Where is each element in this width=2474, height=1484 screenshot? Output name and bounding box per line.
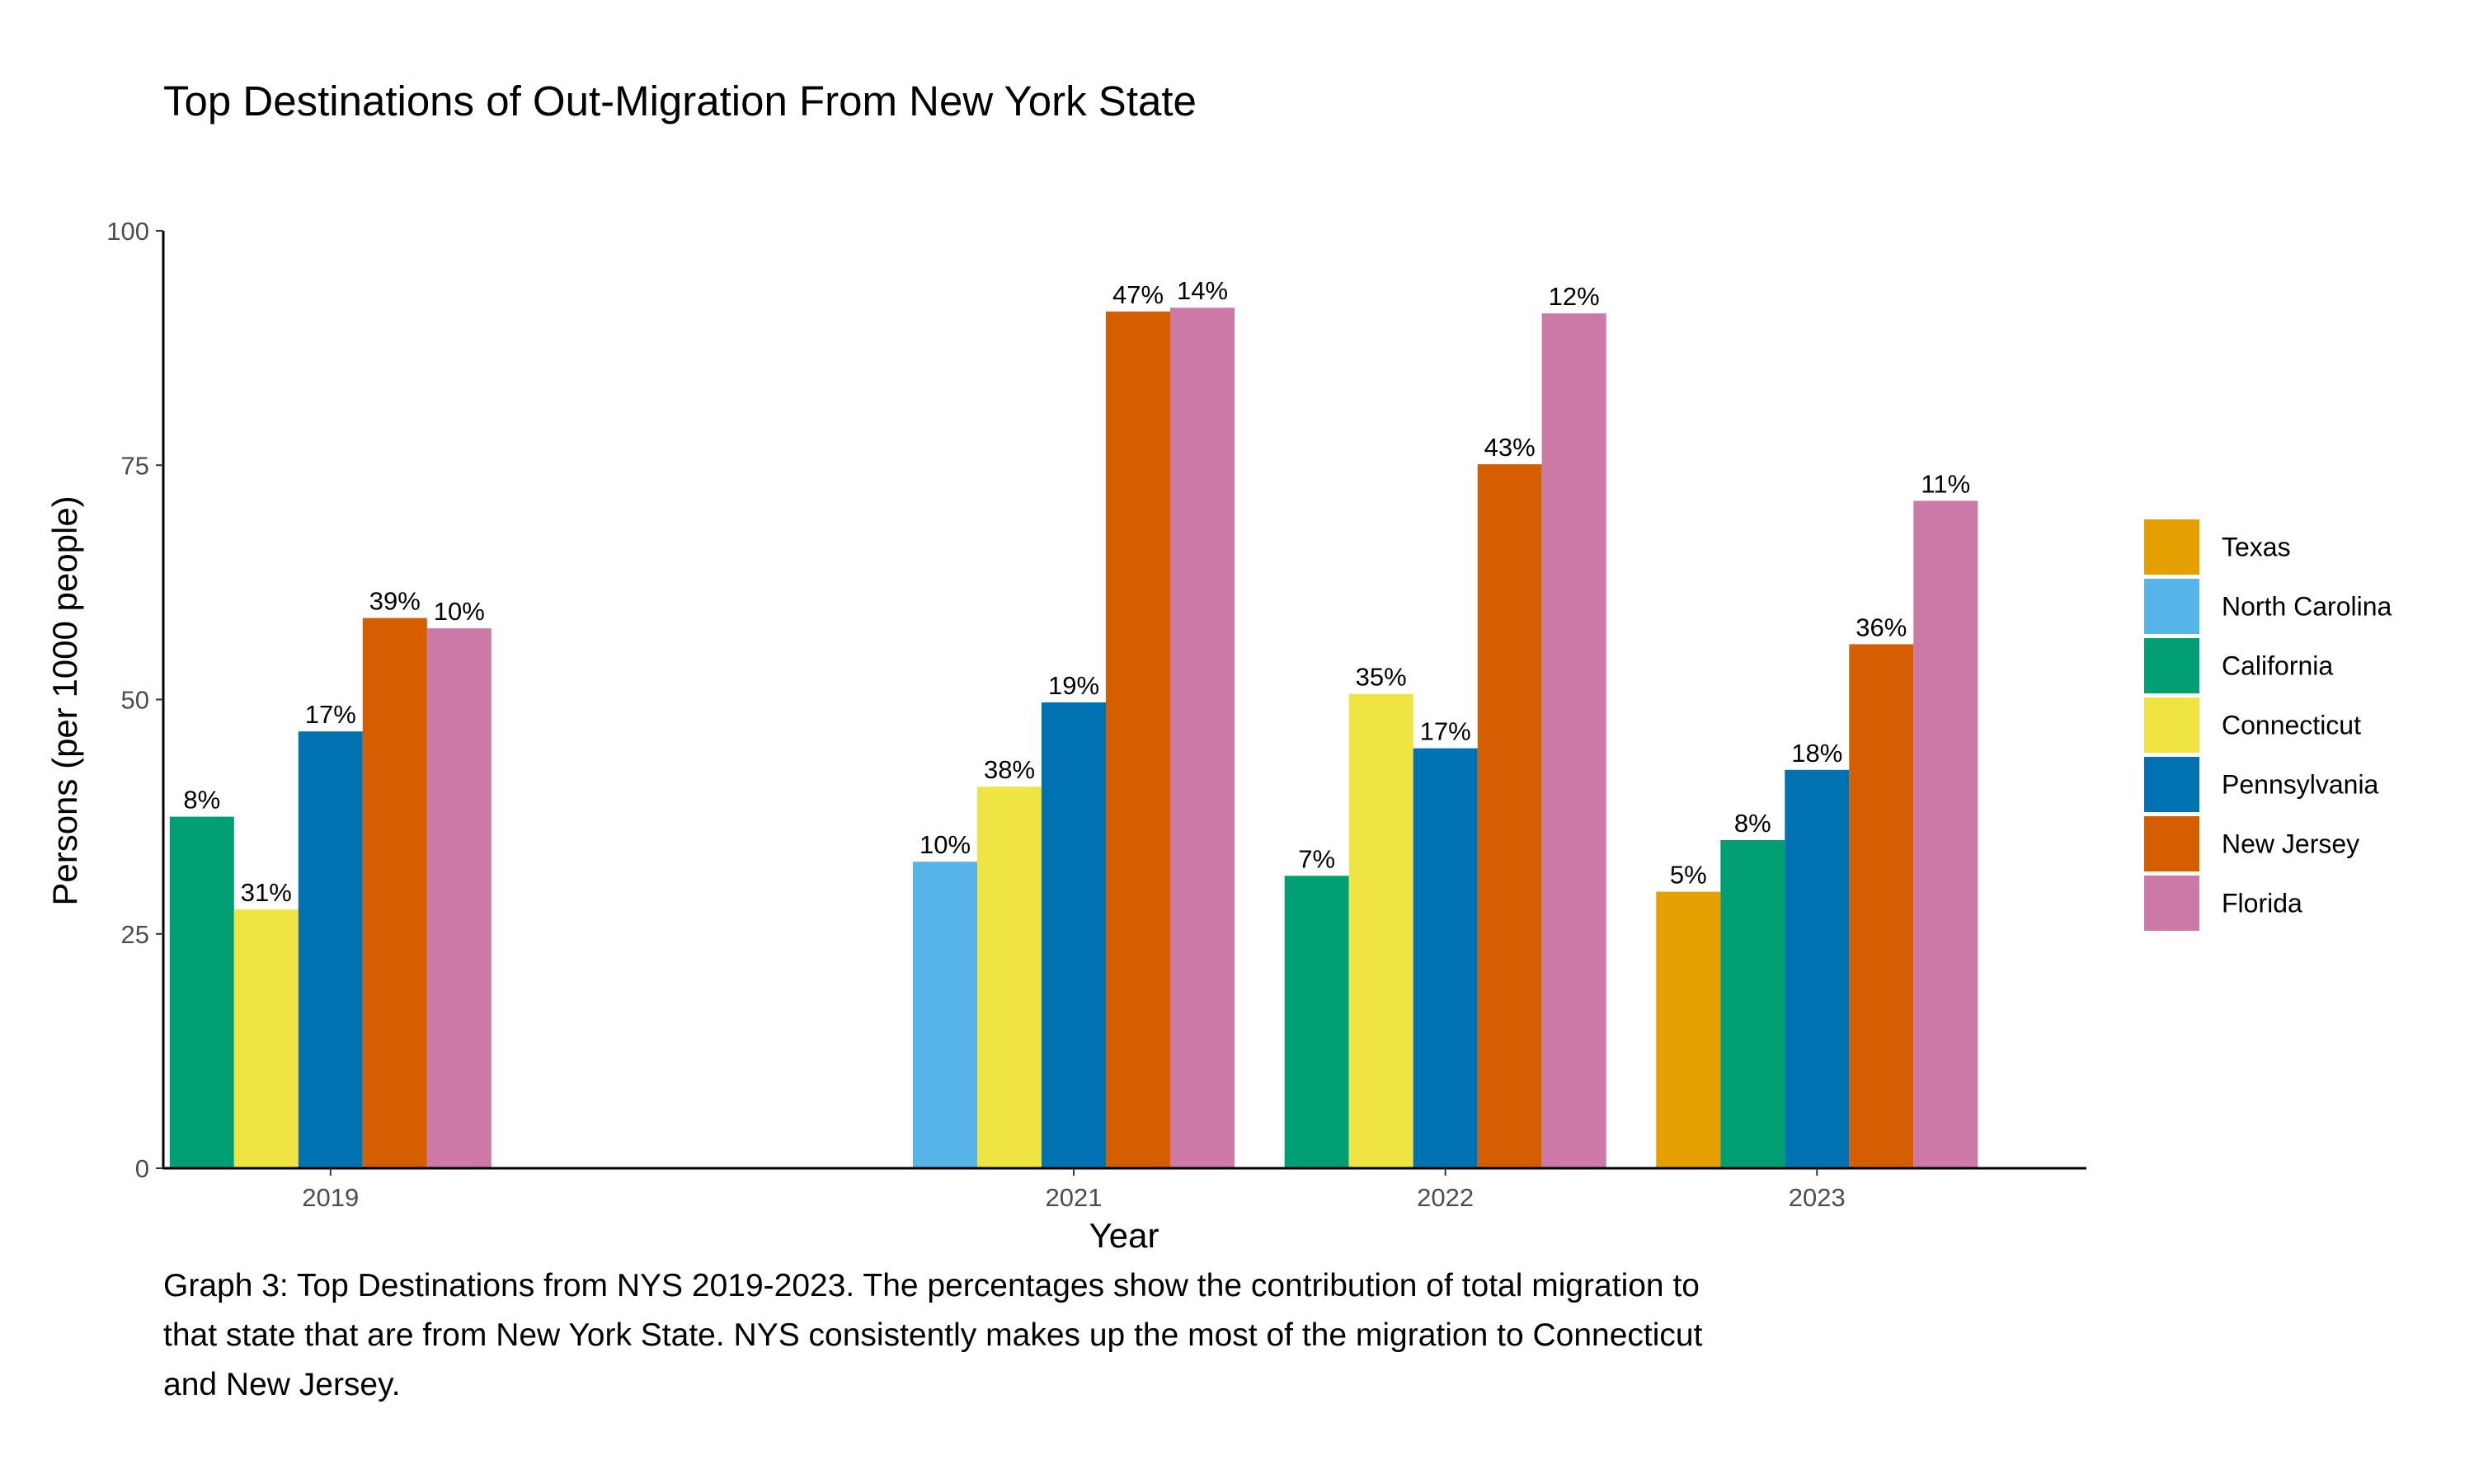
x-tick-label-2021: 2021 <box>1046 1183 1103 1212</box>
bar-new-jersey-2022 <box>1477 464 1542 1168</box>
data-label-california-2023: 8% <box>1734 809 1771 838</box>
y-tick-label-0: 0 <box>135 1154 149 1183</box>
bars-layer <box>169 308 1978 1169</box>
data-label-new-jersey-2022: 43% <box>1484 433 1536 462</box>
data-label-florida-2019: 10% <box>434 597 485 626</box>
data-label-new-jersey-2021: 47% <box>1112 280 1164 309</box>
data-label-florida-2023: 11% <box>1921 470 1970 499</box>
bar-california-2019 <box>169 816 234 1168</box>
bar-connecticut-2021 <box>977 787 1042 1168</box>
x-tick-label-2023: 2023 <box>1789 1183 1846 1212</box>
data-label-pennsylvania-2021: 19% <box>1048 671 1099 700</box>
bar-pennsylvania-2023 <box>1785 769 1850 1168</box>
legend-label-new-jersey: New Jersey <box>2222 829 2359 859</box>
legend-label-texas: Texas <box>2222 533 2291 562</box>
y-tick-label-50: 50 <box>121 686 149 715</box>
bar-california-2022 <box>1284 876 1349 1168</box>
data-label-california-2019: 8% <box>183 786 220 815</box>
axes: 0 25 50 75 100 2019 2021 2022 2023 <box>106 217 2086 1212</box>
x-axis-title: Year <box>1089 1216 1159 1255</box>
bar-labels-layer: 8% 31% 17% 39% 10% 10% 38% 19% 47% 14% 7% 35% 17% 43%… <box>183 276 1970 907</box>
data-label-pennsylvania-2019: 17% <box>305 700 356 729</box>
data-label-north-carolina-2021: 10% <box>920 830 971 859</box>
legend-key-new-jersey <box>2144 816 2199 871</box>
bar-north-carolina-2021 <box>913 862 977 1168</box>
figure-caption: Graph 3: Top Destinations from NYS 2019-… <box>163 1268 1703 1402</box>
bar-pennsylvania-2021 <box>1042 702 1106 1168</box>
data-label-california-2022: 7% <box>1298 844 1335 873</box>
legend-label-pennsylvania: Pennsylvania <box>2222 770 2379 800</box>
data-label-new-jersey-2019: 39% <box>369 587 421 616</box>
bar-florida-2019 <box>426 628 492 1168</box>
data-label-florida-2022: 12% <box>1549 282 1600 311</box>
y-tick-label-25: 25 <box>121 920 149 949</box>
legend-key-texas <box>2144 519 2199 575</box>
bar-pennsylvania-2019 <box>298 731 363 1168</box>
bar-florida-2022 <box>1541 313 1606 1169</box>
data-label-connecticut-2021: 38% <box>984 755 1035 784</box>
x-tick-label-2022: 2022 <box>1417 1183 1474 1212</box>
y-tick-label-100: 100 <box>106 217 149 246</box>
legend-key-pennsylvania <box>2144 757 2199 812</box>
data-label-connecticut-2019: 31% <box>241 878 292 907</box>
bar-texas-2023 <box>1656 891 1721 1168</box>
legend-key-connecticut <box>2144 697 2199 753</box>
bar-new-jersey-2023 <box>1849 644 1914 1168</box>
x-tick-label-2019: 2019 <box>302 1183 359 1212</box>
y-tick-label-75: 75 <box>121 451 149 480</box>
bar-florida-2021 <box>1170 308 1235 1169</box>
legend-key-north-carolina <box>2144 579 2199 634</box>
chart-title: Top Destinations of Out-Migration From N… <box>163 77 1197 124</box>
data-label-pennsylvania-2023: 18% <box>1791 739 1842 768</box>
legend-label-north-carolina: North Carolina <box>2222 592 2392 622</box>
bar-california-2023 <box>1720 840 1785 1168</box>
data-label-connecticut-2022: 35% <box>1356 663 1407 692</box>
legend-key-california <box>2144 638 2199 693</box>
legend-label-florida: Florida <box>2222 889 2302 918</box>
bar-connecticut-2022 <box>1348 693 1413 1168</box>
data-label-new-jersey-2023: 36% <box>1856 613 1907 641</box>
y-axis-title: Persons (per 1000 people) <box>45 495 84 905</box>
data-label-pennsylvania-2022: 17% <box>1420 717 1471 746</box>
legend-key-florida <box>2144 876 2199 931</box>
legend-label-connecticut: Connecticut <box>2222 711 2361 740</box>
bar-new-jersey-2021 <box>1106 311 1170 1168</box>
legend-label-california: California <box>2222 651 2333 681</box>
legend: Texas North Carolina California Connecticut… <box>2144 519 2392 931</box>
bar-florida-2023 <box>1913 500 1978 1168</box>
bar-pennsylvania-2022 <box>1413 748 1478 1168</box>
bar-connecticut-2019 <box>233 909 299 1168</box>
data-label-texas-2023: 5% <box>1670 861 1707 890</box>
data-label-florida-2021: 14% <box>1177 276 1228 305</box>
bar-new-jersey-2019 <box>362 618 427 1168</box>
